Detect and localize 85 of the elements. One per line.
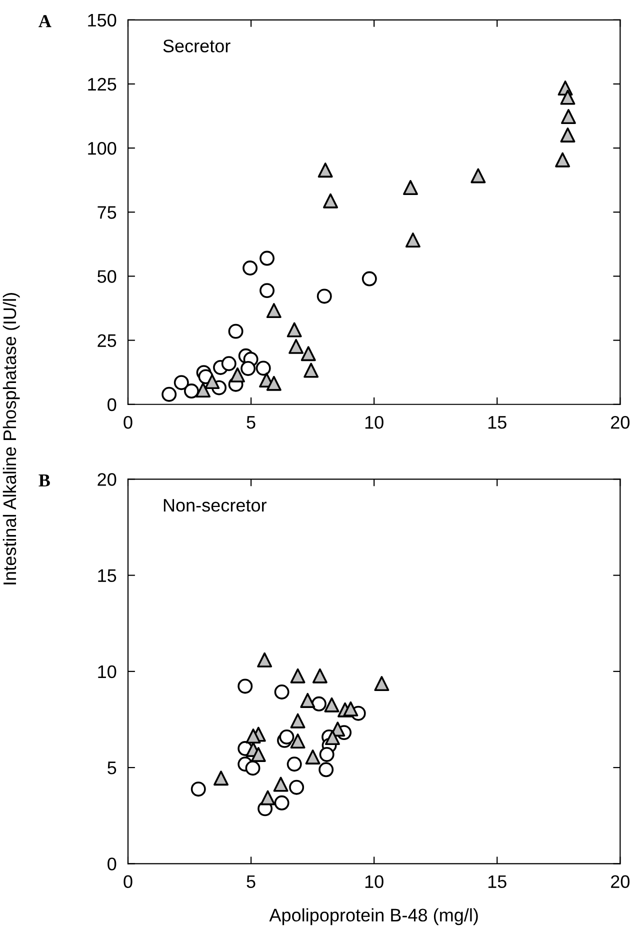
point: [245, 760, 260, 776]
x-tick-label: 20: [611, 416, 630, 429]
y-tick-label: 50: [98, 270, 116, 283]
point: [266, 303, 282, 318]
point: [343, 701, 358, 716]
point: [240, 360, 256, 376]
point: [256, 360, 271, 376]
y-tick-label: 10: [98, 665, 116, 678]
x-tick-label: 5: [246, 875, 256, 888]
point: [300, 692, 316, 708]
point: [246, 728, 261, 744]
x-tick-label: 0: [124, 875, 132, 888]
point: [228, 324, 244, 339]
point: [323, 193, 338, 208]
point: [319, 746, 334, 762]
x-tick-label: 20: [611, 875, 630, 888]
point: [260, 790, 276, 806]
y-tick-label: 20: [98, 473, 116, 486]
point: [304, 362, 319, 378]
point: [257, 652, 272, 668]
point: [325, 730, 340, 746]
point: [214, 770, 229, 786]
point: [300, 346, 316, 362]
point: [374, 676, 390, 692]
y-tick-label: 5: [108, 762, 116, 774]
y-tick-label: 125: [88, 78, 116, 91]
text: Non-secretor: [164, 499, 267, 512]
point: [560, 127, 576, 142]
point: [260, 283, 275, 298]
x-tick-label: 10: [365, 875, 384, 888]
point: [305, 749, 320, 764]
y-tick-label: 15: [98, 569, 116, 582]
y-tick-label: 100: [88, 142, 116, 155]
point: [238, 678, 253, 694]
y-tick-label: 150: [88, 14, 116, 27]
point: [311, 696, 326, 712]
point: [266, 376, 282, 391]
text: B: [38, 474, 50, 486]
point: [260, 250, 275, 266]
point: [470, 168, 486, 184]
text: Secretor: [163, 40, 230, 52]
x-tick-label: 15: [488, 416, 506, 429]
point: [290, 668, 306, 684]
text: A: [38, 15, 52, 28]
point: [312, 668, 328, 684]
point: [204, 374, 220, 390]
point: [290, 734, 306, 749]
point: [403, 180, 418, 196]
point: [190, 782, 206, 797]
y-tick-label: 25: [98, 334, 116, 348]
x-tick-label: 5: [246, 416, 256, 429]
point: [290, 713, 306, 728]
point: [560, 109, 576, 124]
point: [555, 152, 570, 168]
point: [174, 375, 189, 390]
x-axis-title: Apolipoprotein B-48 (mg/l): [269, 908, 478, 926]
point: [273, 776, 288, 792]
point: [318, 762, 334, 778]
point: [286, 322, 302, 338]
x-tick-label: 0: [124, 416, 132, 429]
point: [324, 697, 340, 712]
y-tick-label: 75: [98, 206, 116, 219]
point: [405, 232, 420, 248]
point: [221, 356, 236, 372]
point: [184, 384, 199, 399]
point: [289, 780, 304, 795]
point: [162, 386, 177, 402]
point: [250, 746, 266, 762]
y-tick-label: 0: [108, 398, 116, 412]
point: [279, 729, 294, 744]
point: [274, 684, 290, 700]
point: [274, 795, 290, 810]
point: [242, 260, 258, 276]
point: [318, 162, 333, 178]
x-tick-label: 10: [365, 416, 384, 429]
x-tick-label: 15: [488, 875, 506, 888]
point: [286, 756, 302, 772]
point: [560, 90, 576, 105]
point: [362, 271, 377, 286]
y-axis-title: Intestinal Alkaline Phosphatase (IU/l): [2, 293, 20, 584]
point: [316, 288, 332, 304]
point: [230, 367, 245, 382]
point: [288, 338, 304, 354]
point: [196, 382, 211, 398]
y-tick-label: 0: [108, 858, 116, 870]
